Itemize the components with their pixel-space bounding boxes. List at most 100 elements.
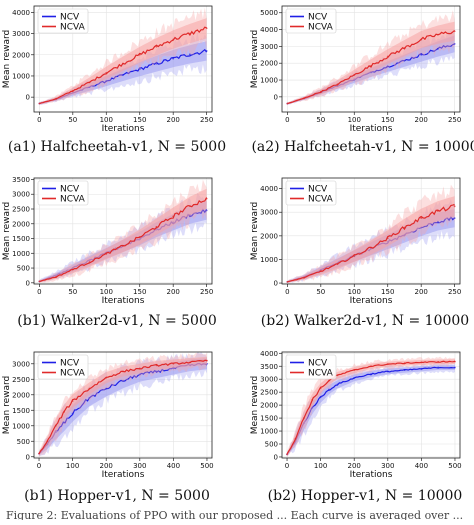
- data-point-ncv: [420, 367, 423, 370]
- data-point-ncv: [403, 59, 406, 62]
- data-point-ncva: [319, 270, 322, 273]
- chart-panel-b1: 0 50 100 150 200 2500500100015002000250030003…: [2, 176, 217, 329]
- subfigure-caption: (b1) Walker2d-v1, N = 5000: [17, 313, 217, 329]
- data-point-ncva: [286, 280, 289, 283]
- y-axis-title: Mean reward: [250, 376, 260, 435]
- data-point-ncva: [172, 215, 175, 218]
- data-point-ncva: [189, 205, 191, 207]
- legend-label-ncv: NCV: [308, 185, 328, 195]
- data-point-ncva: [138, 236, 141, 238]
- y-tick-label: 2000: [260, 402, 278, 410]
- data-point-ncv: [328, 388, 330, 391]
- data-point-ncva: [303, 276, 305, 279]
- data-point-ncva: [336, 374, 339, 377]
- chart-panel-a1: 0 50 100 150 200 250 0 1000 2000 3000 4000 Iteratio…: [2, 5, 226, 155]
- y-tick-label: 1500: [12, 407, 30, 415]
- x-tick-label: 200: [415, 288, 428, 296]
- y-axis-title: Mean reward: [250, 202, 260, 261]
- data-point-ncva: [420, 361, 423, 364]
- x-tick-label: 100: [348, 116, 361, 124]
- y-tick-label: 1000: [260, 77, 278, 85]
- x-tick-label: 300: [133, 462, 146, 470]
- variance-band-ncva: [287, 356, 455, 458]
- subfigure-caption: (b2) Walker2d-v1, N = 10000: [261, 313, 469, 329]
- x-tick-label: 200: [348, 462, 361, 470]
- confidence-band-ncv: [287, 365, 455, 456]
- confidence-band-ncva: [287, 196, 455, 283]
- x-tick-label: 200: [167, 288, 180, 296]
- y-tick-label: 1500: [260, 415, 278, 423]
- data-point-ncv: [122, 379, 124, 382]
- subfigure-caption: (a1) Halfcheetah-v1, N = 5000: [8, 139, 226, 155]
- data-point-ncva: [303, 97, 305, 100]
- x-tick-label: 100: [348, 288, 361, 296]
- data-point-ncva: [46, 440, 49, 443]
- data-point-ncva: [138, 367, 141, 370]
- y-tick-label: 0: [26, 453, 30, 461]
- data-point-ncva: [302, 417, 305, 419]
- data-point-ncva: [420, 38, 423, 41]
- variance-band-ncv: [39, 351, 207, 457]
- variance-band-ncva: [287, 10, 455, 105]
- x-tick-label: 300: [381, 462, 394, 470]
- y-tick-label: 3000: [12, 30, 30, 38]
- x-tick-label: 200: [415, 116, 428, 124]
- confidence-band-ncva: [39, 18, 207, 105]
- data-point-ncva: [155, 45, 158, 48]
- data-point-ncva: [370, 64, 372, 67]
- y-axis-title: Mean reward: [2, 30, 12, 89]
- data-point-ncva: [437, 33, 439, 36]
- data-point-ncv: [353, 377, 356, 379]
- y-tick-label: 500: [17, 265, 30, 273]
- x-tick-label: 250: [448, 116, 461, 124]
- y-tick-label: 1000: [12, 72, 30, 80]
- chart-panel-c2: 0 100 200 300 400 500 0 500 1000 1500 2000 2500 3000…: [250, 350, 462, 504]
- x-tick-label: 100: [66, 462, 79, 470]
- data-point-ncva: [55, 97, 57, 100]
- data-point-ncva: [88, 261, 91, 264]
- data-point-ncv: [63, 421, 66, 424]
- x-tick-label: 250: [200, 116, 213, 124]
- data-point-ncva: [286, 102, 289, 105]
- x-tick-label: 150: [381, 116, 394, 124]
- chart-panel-a2: 0 50 100 150 200 250 0 1000 2000 3000 4000 5000 Iter…: [250, 5, 474, 155]
- subfigure-caption: (b2) Hopper-v1, N = 10000: [268, 488, 463, 504]
- legend-label-ncv: NCV: [308, 359, 328, 369]
- y-tick-label: 500: [17, 438, 30, 446]
- x-tick-label: 400: [415, 462, 428, 470]
- x-tick-label: 50: [68, 288, 77, 296]
- data-point-ncv: [71, 412, 74, 415]
- x-axis-title: Iterations: [350, 296, 393, 306]
- data-point-ncva: [189, 361, 192, 364]
- confidence-band-ncva: [287, 359, 455, 456]
- data-point-ncva: [328, 379, 330, 382]
- y-tick-label: 3000: [260, 43, 278, 51]
- x-axis-title: Iterations: [102, 296, 145, 306]
- y-tick-label: 1000: [260, 428, 278, 436]
- variance-band-ncv: [287, 362, 455, 456]
- data-point-ncv: [155, 62, 158, 65]
- variance-band-ncva: [39, 7, 207, 105]
- data-point-ncv: [386, 65, 389, 68]
- data-point-ncv: [336, 383, 339, 386]
- data-point-ncva: [311, 399, 314, 401]
- data-point-ncva: [55, 276, 57, 278]
- legend-label-ncva: NCVA: [308, 369, 334, 379]
- y-tick-label: 0: [274, 280, 278, 288]
- legend-label-ncva: NCVA: [308, 23, 334, 33]
- data-point-ncv: [172, 57, 175, 60]
- y-tick-label: 4000: [260, 185, 278, 193]
- y-tick-label: 1500: [12, 235, 30, 243]
- x-tick-label: 50: [316, 288, 325, 296]
- x-axis-title: Iterations: [102, 124, 145, 134]
- y-axis-title: Mean reward: [250, 30, 260, 89]
- data-point-ncva: [38, 280, 41, 283]
- y-tick-label: 2500: [12, 206, 30, 214]
- data-point-ncva: [54, 424, 57, 427]
- data-point-ncv: [205, 209, 208, 212]
